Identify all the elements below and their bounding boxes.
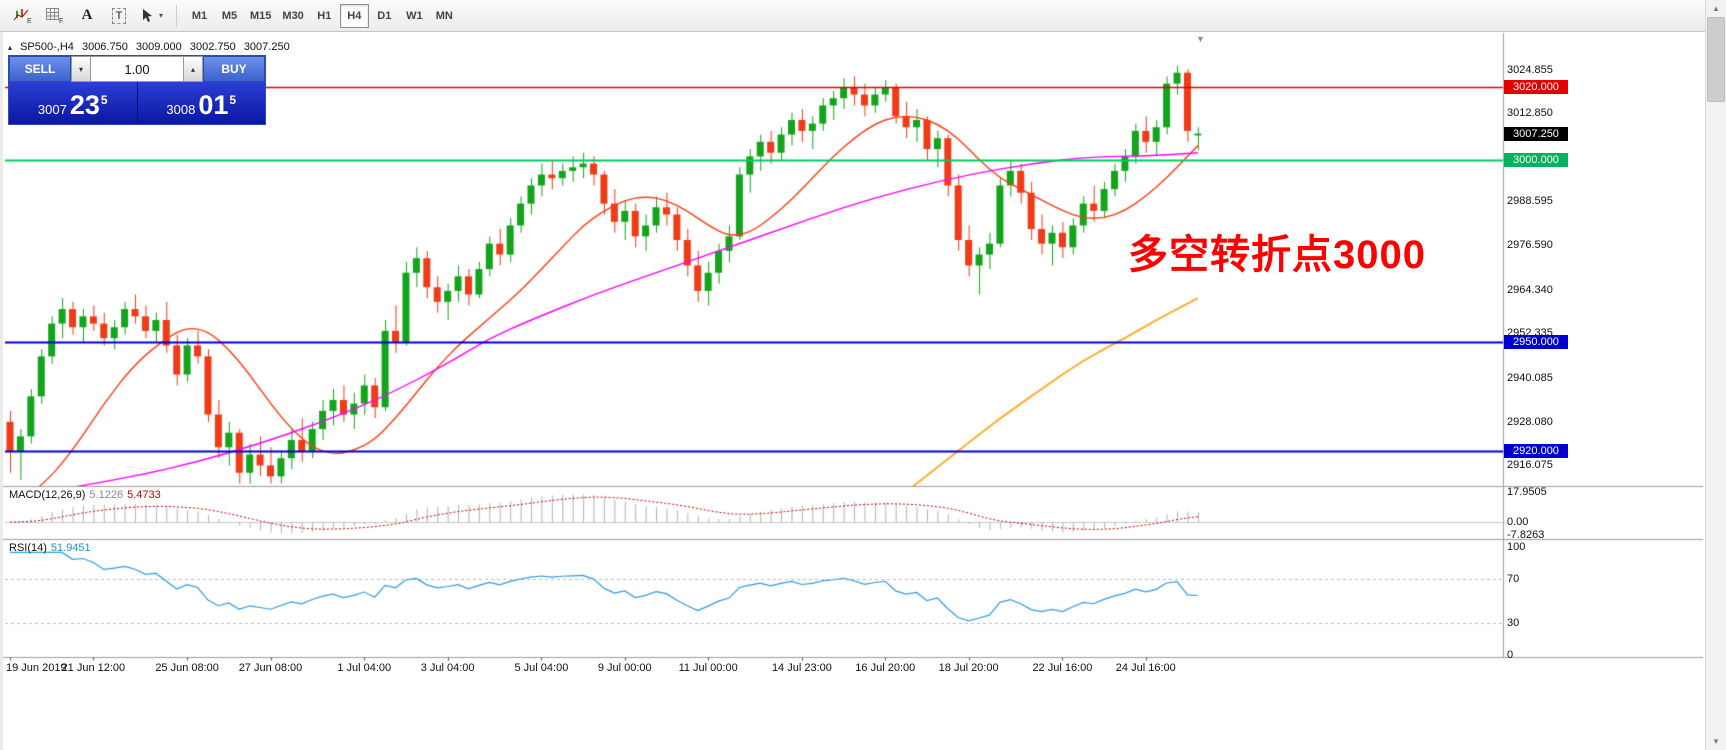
ohlc-low: 3002.750 [189, 41, 236, 53]
buy-button[interactable]: BUY [203, 56, 265, 82]
bid-big-figure: 3007 [37, 102, 67, 117]
grid-icon[interactable]: F [40, 3, 70, 29]
time-axis-label: 19 Jun 2019 [6, 662, 67, 674]
time-axis-label: 1 Jul 04:00 [337, 662, 392, 674]
chart-ohlc-header: ▴ SP500-,H4 3006.750 3009.000 3002.750 3… [8, 41, 295, 53]
time-axis-label: 18 Jul 20:00 [938, 662, 999, 674]
ohlc-open: 3006.750 [81, 41, 128, 53]
chart-annotation-text: 多空转折点3000 [1128, 233, 1426, 277]
symbol-timeframe-label: SP500-,H4 [20, 41, 74, 53]
rsi-axis-label: 70 [1507, 573, 1520, 586]
rsi-axis-label: 100 [1507, 541, 1526, 553]
price-axis-label: 3024.855 [1507, 63, 1553, 76]
timeframe-button-d1[interactable]: D1 [370, 4, 399, 28]
timeframe-button-h1[interactable]: H1 [310, 4, 339, 28]
scrollbar-up-arrow-icon[interactable]: ▲ [1706, 0, 1726, 17]
indicators-chart-icon[interactable]: E [8, 3, 38, 29]
timeframe-button-m1[interactable]: M1 [185, 4, 214, 28]
bid-pipette: 5 [100, 93, 108, 107]
timeframe-button-m15[interactable]: M15 [245, 4, 276, 28]
scrollbar-down-arrow-icon[interactable]: ▼ [1706, 733, 1726, 750]
timeframe-button-m30[interactable]: M30 [277, 4, 308, 28]
rsi-axis-label: 30 [1507, 616, 1520, 629]
price-badge-3007.250: 3007.250 [1504, 126, 1568, 141]
time-axis-label: 14 Jul 23:00 [771, 662, 832, 674]
bid-pips: 23 [69, 90, 100, 120]
price-axis-label: 2940.085 [1507, 371, 1553, 384]
time-axis-label: 27 Jun 08:00 [238, 662, 303, 674]
price-axis-label: 3012.850 [1507, 107, 1553, 120]
macd-indicator-label: MACD(12,26,9) 5.1226 5.4733 [9, 489, 161, 501]
dropdown-caret-icon: ▾ [158, 11, 163, 20]
time-axis-label: 25 Jun 08:00 [155, 662, 219, 674]
macd-signal-value: 5.4733 [127, 489, 161, 501]
ask-big-figure: 3008 [166, 102, 196, 117]
bid-price-display[interactable]: 3007 23 5 [9, 82, 138, 124]
ohlc-close: 3007.250 [243, 41, 290, 53]
grid-glyph-icon: F [46, 8, 63, 24]
rsi-indicator-label: RSI(14) 51.9451 [9, 542, 91, 554]
timeframe-button-m5[interactable]: M5 [215, 4, 244, 28]
time-axis-label: 9 Jul 00:00 [597, 662, 652, 674]
letter-a-icon: A [81, 7, 93, 23]
rsi-value: 51.9451 [50, 542, 91, 554]
scrollbar-thumb[interactable] [1707, 17, 1725, 102]
timeframe-button-h4[interactable]: H4 [339, 3, 369, 28]
volume-increase-button[interactable]: ▴ [183, 56, 203, 82]
ask-pipette: 5 [229, 93, 237, 107]
cursor-arrow-icon [142, 8, 152, 22]
price-axis-label: 2964.340 [1507, 283, 1553, 296]
trade-controls-row: SELL ▾ ▴ BUY [9, 56, 265, 82]
crosshair-cursor-icon[interactable]: ▾ [136, 3, 166, 29]
time-axis-label: 5 Jul 04:00 [514, 662, 569, 674]
chart-toolbar: E F A T ▾ M1 M5 M15 M30 H1 H4 D1 W1 MN [0, 0, 1705, 32]
letter-t-icon: T [111, 7, 127, 24]
ohlc-high: 3009.000 [135, 41, 182, 53]
price-axis-label: 2976.590 [1507, 239, 1553, 252]
timeframe-button-w1[interactable]: W1 [400, 4, 429, 28]
price-axis-label: 2916.075 [1507, 459, 1553, 472]
price-badge-2950.000: 2950.000 [1504, 334, 1568, 349]
vertical-scrollbar[interactable]: ▲ ▼ [1705, 0, 1726, 750]
time-axis-label: 22 Jul 16:00 [1032, 662, 1093, 674]
text-box-icon[interactable]: T [104, 3, 134, 29]
scroll-end-marker-icon[interactable]: ▼ [1196, 34, 1205, 44]
macd-axis-label: 17.9505 [1507, 486, 1547, 498]
price-badge-3020.000: 3020.000 [1504, 80, 1568, 95]
volume-decrease-button[interactable]: ▾ [71, 56, 91, 82]
collapse-panel-icon[interactable]: ▴ [8, 43, 13, 52]
sell-button[interactable]: SELL [9, 56, 71, 82]
price-axis-label: 2988.595 [1507, 195, 1553, 208]
ask-pips: 01 [198, 90, 229, 120]
time-axis-label: 11 Jul 00:00 [678, 662, 738, 674]
macd-name: MACD(12,26,9) [9, 489, 86, 501]
ask-price-display[interactable]: 3008 01 5 [138, 82, 266, 124]
svg-text:F: F [59, 18, 63, 24]
macd-main-value: 5.1226 [89, 489, 124, 501]
time-axis-label: 16 Jul 20:00 [855, 662, 916, 674]
time-axis-label: 21 Jun 12:00 [61, 662, 126, 674]
rsi-axis-label: 0 [1507, 649, 1514, 661]
rsi-name: RSI(14) [9, 542, 47, 554]
time-axis-label: 3 Jul 04:00 [420, 662, 475, 674]
mini-chart-icon: E [13, 9, 32, 24]
price-badge-2920.000: 2920.000 [1504, 443, 1568, 458]
svg-text:E: E [27, 18, 32, 24]
macd-axis-label: -7.8263 [1507, 529, 1545, 542]
toolbar-separator [176, 4, 177, 27]
price-axis-label: 2928.080 [1507, 415, 1553, 428]
timeframe-button-group: M1 M5 M15 M30 H1 H4 D1 W1 MN [185, 3, 460, 28]
volume-input[interactable] [91, 56, 183, 82]
macd-axis-label: 0.00 [1507, 516, 1529, 528]
text-label-icon[interactable]: A [72, 3, 102, 29]
timeframe-button-mn[interactable]: MN [430, 4, 459, 28]
price-badge-3000.000: 3000.000 [1504, 153, 1568, 167]
bid-ask-row: 3007 23 5 3008 01 5 [9, 82, 265, 124]
window-left-frame [0, 0, 3, 750]
time-axis-label: 24 Jul 16:00 [1115, 662, 1176, 674]
